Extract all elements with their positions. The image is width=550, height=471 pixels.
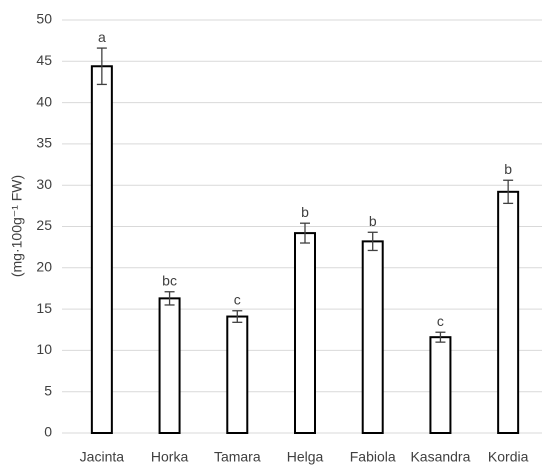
- y-tick-label: 30: [36, 176, 52, 192]
- bar: [226, 315, 249, 434]
- bar: [158, 297, 181, 434]
- x-tick-label: Helga: [287, 449, 324, 465]
- significance-label: b: [301, 204, 309, 220]
- bar: [90, 65, 113, 434]
- y-tick-label: 10: [36, 341, 52, 357]
- x-tick-label: Kordia: [488, 449, 529, 465]
- error-bar: [232, 310, 243, 323]
- y-axis-label: (mg·100g⁻¹ FW): [9, 175, 25, 277]
- x-tick-label: Kasandra: [410, 449, 470, 465]
- bar: [361, 240, 384, 434]
- bar: [497, 190, 520, 434]
- significance-label: b: [504, 161, 512, 177]
- x-tick-label: Fabiola: [350, 449, 396, 465]
- significance-label: c: [234, 291, 241, 307]
- bar: [294, 232, 316, 434]
- y-tick-label: 5: [44, 382, 52, 398]
- error-bar: [96, 47, 107, 86]
- x-tick-label: Horka: [151, 449, 189, 465]
- significance-label: a: [98, 29, 106, 45]
- bar: [429, 336, 452, 434]
- error-bar: [367, 231, 378, 252]
- error-bar: [300, 222, 310, 244]
- y-tick-label: 0: [44, 424, 52, 440]
- y-tick-label: 20: [36, 259, 52, 275]
- significance-label: b: [369, 213, 377, 229]
- y-tick-label: 45: [36, 52, 52, 68]
- y-tick-label: 25: [36, 217, 52, 233]
- error-bar: [503, 179, 514, 205]
- y-tick-label: 35: [36, 135, 52, 151]
- significance-label: c: [437, 313, 444, 329]
- x-tick-label: Tamara: [214, 449, 261, 465]
- y-tick-label: 50: [36, 11, 52, 27]
- y-tick-label: 15: [36, 300, 52, 316]
- y-tick-label: 40: [36, 93, 52, 109]
- error-bar: [164, 291, 175, 306]
- x-tick-label: Jacinta: [80, 449, 125, 465]
- significance-label: bc: [162, 272, 177, 288]
- error-bar: [435, 331, 446, 343]
